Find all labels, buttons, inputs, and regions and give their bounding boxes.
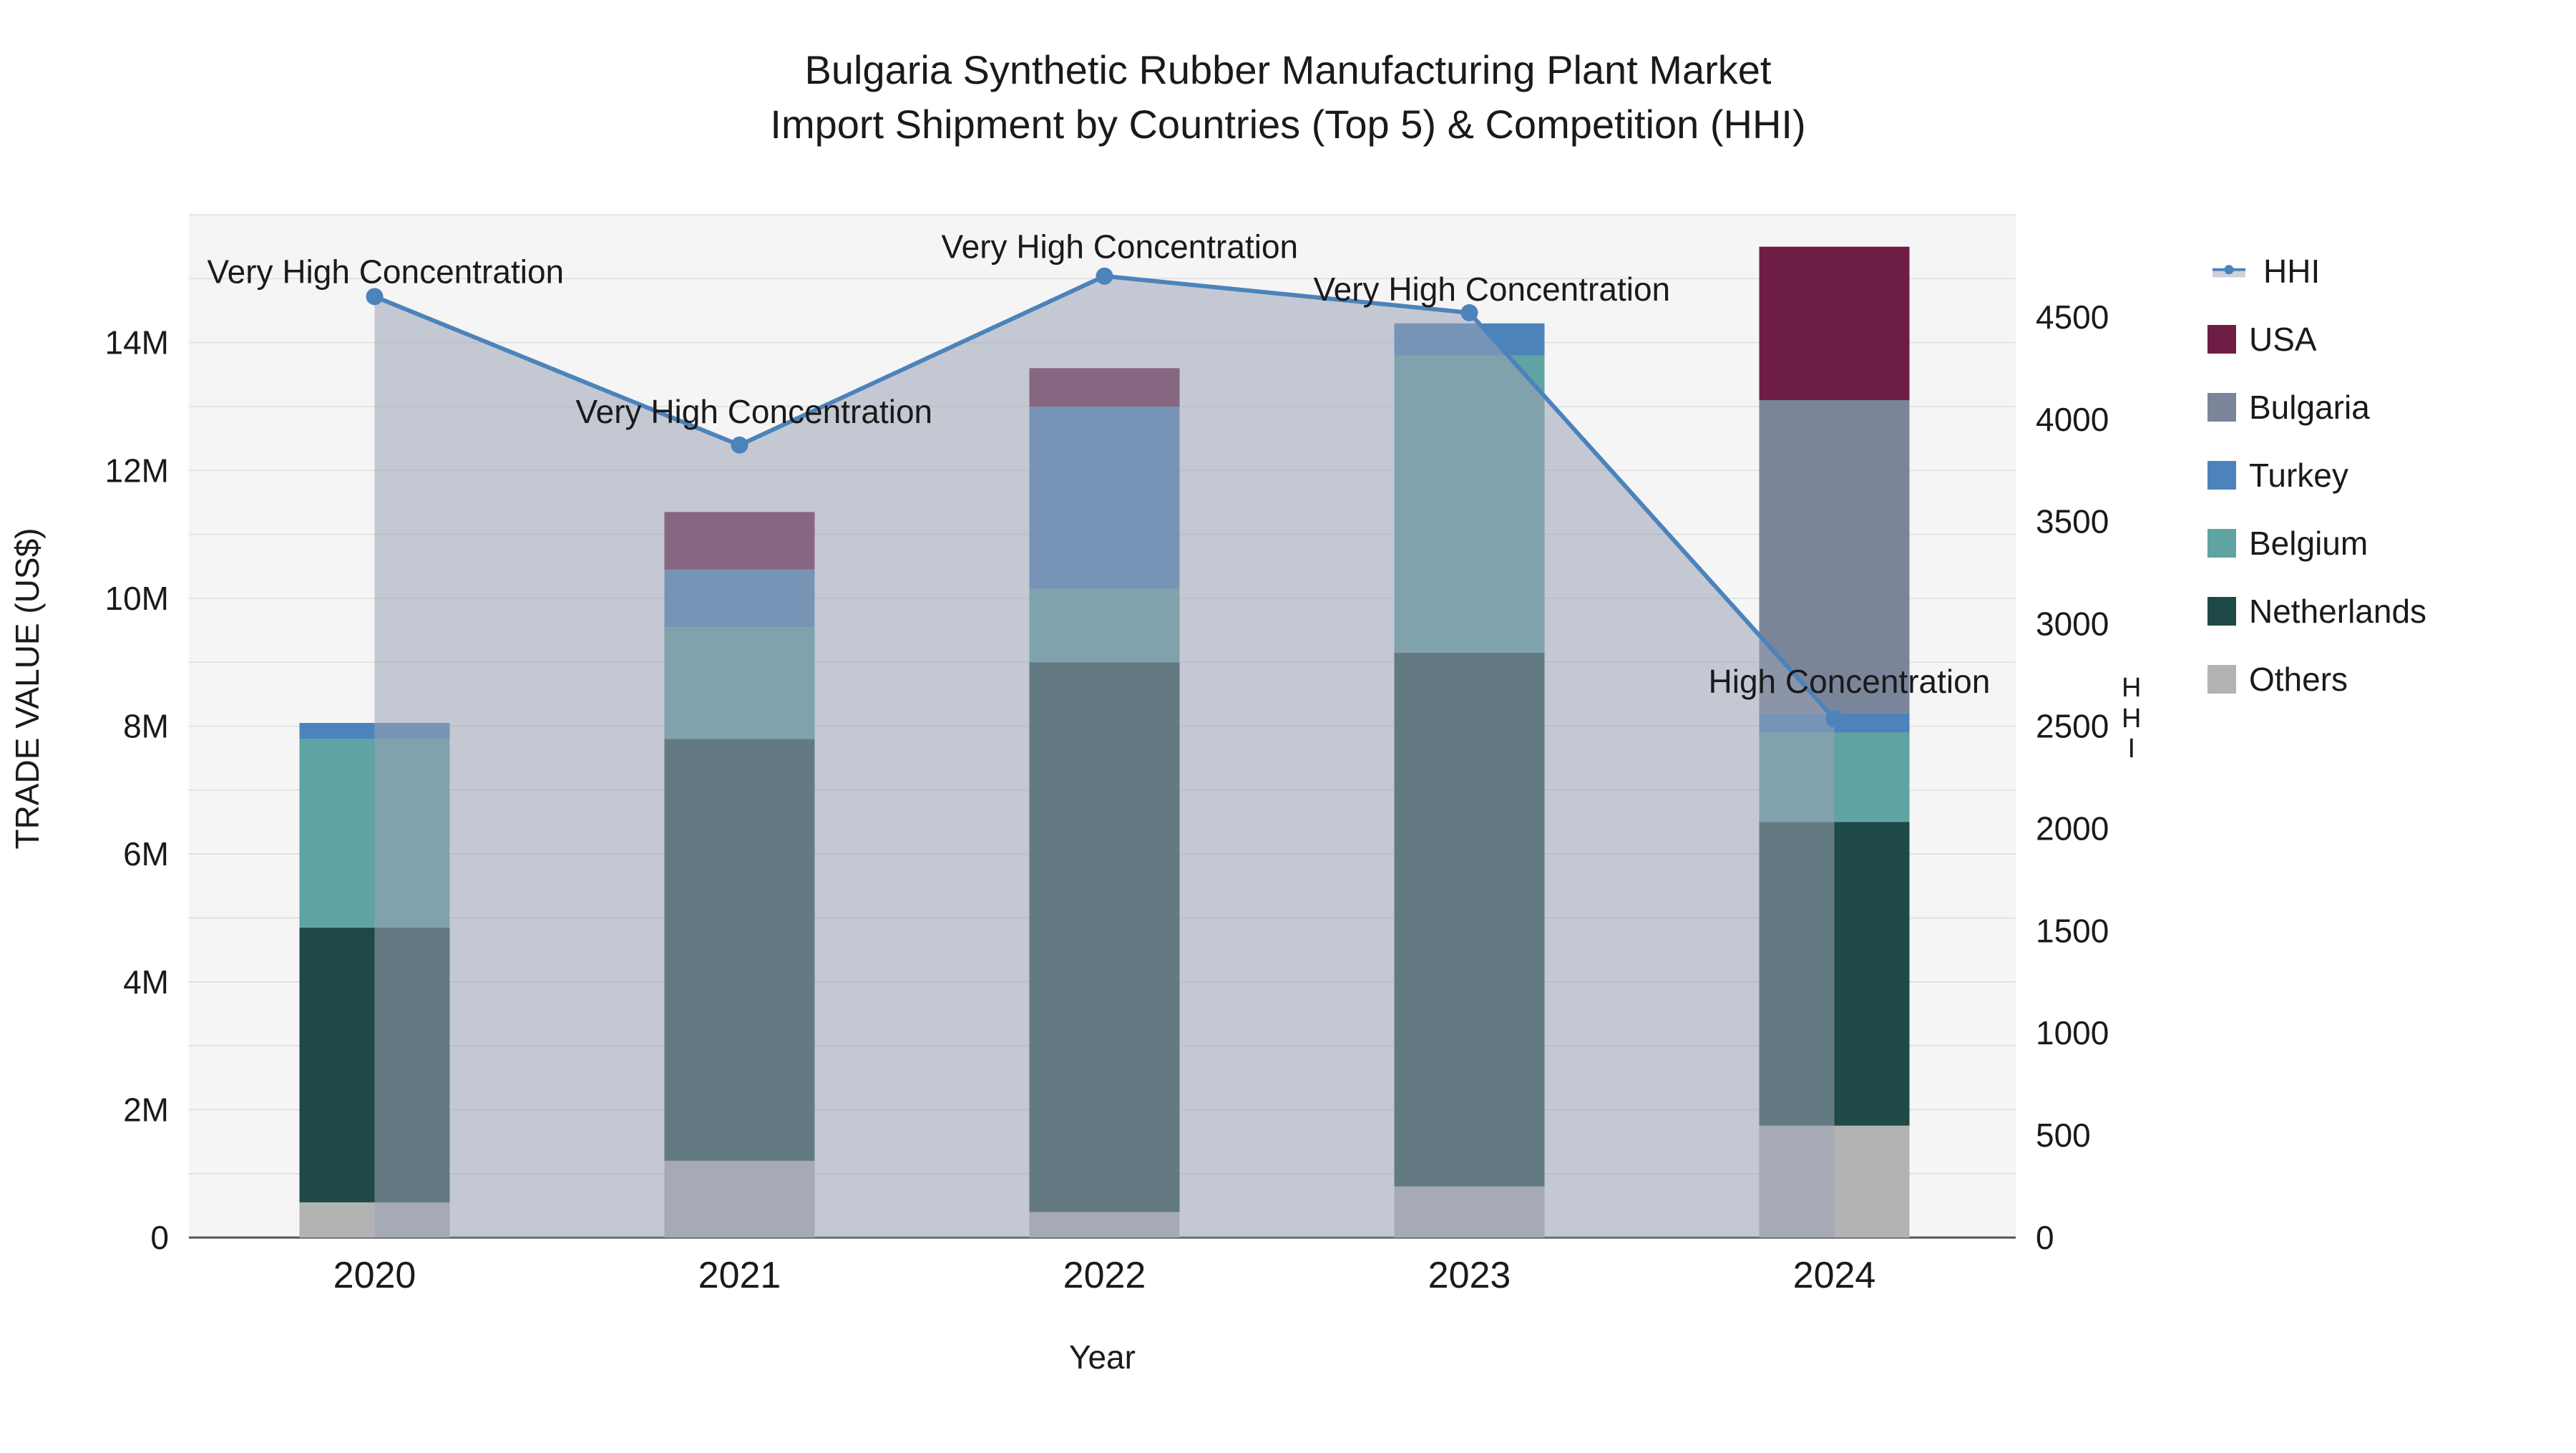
svg-text:2023: 2023 (1428, 1255, 1511, 1296)
svg-text:500: 500 (2036, 1117, 2091, 1154)
svg-text:1000: 1000 (2036, 1014, 2109, 1051)
svg-text:High Concentration: High Concentration (1709, 663, 1991, 700)
svg-text:1500: 1500 (2036, 912, 2109, 949)
svg-text:8M: 8M (123, 708, 169, 745)
svg-text:14M: 14M (105, 324, 169, 361)
svg-text:10M: 10M (105, 580, 169, 617)
svg-text:4500: 4500 (2036, 298, 2109, 336)
svg-text:2000: 2000 (2036, 810, 2109, 847)
svg-text:6M: 6M (123, 835, 169, 873)
svg-text:4000: 4000 (2036, 401, 2109, 438)
svg-text:0: 0 (150, 1219, 169, 1256)
svg-text:12M: 12M (105, 452, 169, 489)
svg-text:Very High Concentration: Very High Concentration (208, 253, 565, 290)
svg-text:Very High Concentration: Very High Concentration (1314, 271, 1671, 308)
svg-text:Very High Concentration: Very High Concentration (942, 228, 1299, 266)
svg-text:2020: 2020 (333, 1255, 416, 1296)
svg-text:4M: 4M (123, 963, 169, 1001)
svg-text:2500: 2500 (2036, 708, 2109, 745)
svg-text:3000: 3000 (2036, 606, 2109, 643)
svg-text:0: 0 (2036, 1219, 2054, 1256)
svg-text:Very High Concentration: Very High Concentration (576, 393, 933, 430)
svg-text:3500: 3500 (2036, 503, 2109, 540)
svg-text:2024: 2024 (1793, 1255, 1876, 1296)
svg-text:2M: 2M (123, 1091, 169, 1128)
svg-text:2021: 2021 (698, 1255, 781, 1296)
svg-text:2022: 2022 (1063, 1255, 1146, 1296)
